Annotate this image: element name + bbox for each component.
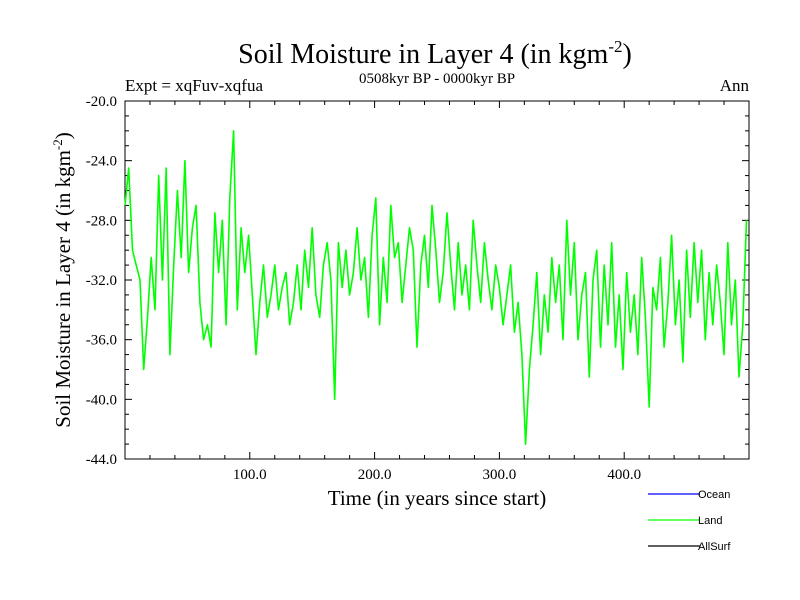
y-tick-label: -44.0 [86, 452, 117, 468]
experiment-label: Expt = xqFuv-xqfua [125, 76, 263, 95]
legend-label-land: Land [698, 515, 722, 527]
legend: Ocean Land AllSurf [648, 489, 731, 553]
y-axis-label: Soil Moisture in Layer 4 (in kgm-2) [50, 132, 75, 427]
y-tick-label: -32.0 [86, 273, 117, 289]
x-axis-label: Time (in years since start) [328, 486, 547, 510]
y-tick-label: -20.0 [86, 94, 117, 110]
x-axis: 100.0 200.0 300.0 400.0 [149, 101, 725, 483]
legend-label-ocean: Ocean [698, 489, 730, 501]
x-tick-label: 400.0 [607, 467, 641, 483]
series-layer [124, 130, 748, 445]
y-tick-label: -36.0 [86, 333, 117, 349]
x-tick-label: 300.0 [483, 467, 517, 483]
legend-label-allsurf: AllSurf [698, 541, 731, 553]
plot-frame [124, 100, 750, 460]
chart-title: Soil Moisture in Layer 4 (in kgm-2) [238, 37, 632, 70]
period-label: 0508kyr BP - 0000kyr BP [359, 71, 515, 87]
x-tick-label: 200.0 [358, 467, 392, 483]
y-tick-label: -24.0 [86, 154, 117, 170]
y-tick-label: -28.0 [86, 213, 117, 229]
x-tick-label: 100.0 [233, 467, 267, 483]
season-label: Ann [720, 76, 750, 95]
y-tick-label: -40.0 [86, 392, 117, 408]
y-axis: -20.0 -24.0 -28.0 -32.0 -36.0 -40.0 -44.0 [86, 94, 749, 468]
series-line-land [124, 130, 748, 445]
